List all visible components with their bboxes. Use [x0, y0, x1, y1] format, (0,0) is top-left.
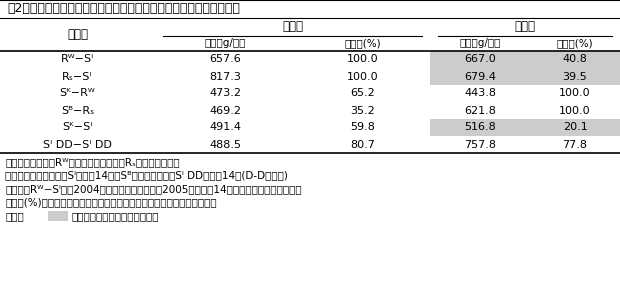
Text: 例えば「Rᵂ−Sᴵ」は2004年にムラサキマサリ、2005年に高系14号を作付けした区を示す。: 例えば「Rᵂ−Sᴵ」は2004年にムラサキマサリ、2005年に高系14号を作付け… — [5, 184, 301, 194]
Bar — [530, 51, 620, 68]
Text: Rᵂ−Sᴵ: Rᵂ−Sᴵ — [61, 54, 94, 64]
Text: 網掛け: 網掛け — [5, 211, 24, 221]
Text: 可販率(%): 可販率(%) — [344, 38, 381, 48]
Bar — [430, 68, 530, 85]
Text: Sᴷ−Rᵂ: Sᴷ−Rᵂ — [60, 88, 95, 98]
Text: 収量（g/株）: 収量（g/株） — [205, 38, 246, 48]
Text: 65.2: 65.2 — [350, 88, 375, 98]
Text: 443.8: 443.8 — [464, 88, 496, 98]
Text: Sᴷ−Sᴵ: Sᴷ−Sᴵ — [63, 123, 92, 133]
Text: 77.8: 77.8 — [562, 139, 588, 150]
Text: 657.6: 657.6 — [209, 54, 241, 64]
Text: 757.8: 757.8 — [464, 139, 496, 150]
Text: 20.1: 20.1 — [562, 123, 587, 133]
Text: 817.3: 817.3 — [209, 71, 241, 81]
Text: 35.2: 35.2 — [350, 106, 375, 116]
Text: 可販率(%): 可販率(%) — [557, 38, 593, 48]
Text: 100.0: 100.0 — [347, 71, 378, 81]
Text: 100.0: 100.0 — [559, 106, 591, 116]
Text: Sᴵ DD−Sᴵ DD: Sᴵ DD−Sᴵ DD — [43, 139, 112, 150]
Text: 抵抗性有色品種：Rᵂ；ムラサキマサリ、Rₛ；サニーレッド: 抵抗性有色品種：Rᵂ；ムラサキマサリ、Rₛ；サニーレッド — [5, 157, 180, 167]
Text: Sᴮ−Rₛ: Sᴮ−Rₛ — [61, 106, 94, 116]
Text: 516.8: 516.8 — [464, 123, 496, 133]
Text: 80.7: 80.7 — [350, 139, 375, 150]
Text: 667.0: 667.0 — [464, 54, 496, 64]
Bar — [430, 51, 530, 68]
Text: 491.4: 491.4 — [209, 123, 241, 133]
Text: 621.8: 621.8 — [464, 106, 496, 116]
Text: １年目: １年目 — [282, 20, 303, 33]
Bar — [48, 211, 68, 221]
Text: 100.0: 100.0 — [347, 54, 378, 64]
Text: 469.2: 469.2 — [209, 106, 241, 116]
Text: 可販率(%)：線虫による被害が見られないか、または軽微なものの割合。: 可販率(%)：線虫による被害が見られないか、または軽微なものの割合。 — [5, 197, 216, 207]
Text: は比較して見やすくするため。: は比較して見やすくするため。 — [71, 211, 159, 221]
Bar — [530, 68, 620, 85]
Text: 679.4: 679.4 — [464, 71, 496, 81]
Text: 感受性の生食用品種：Sᴵ；高系14号、Sᴮ；ベニマサリ、Sᴵ DD；高系14号(D-D処理区): 感受性の生食用品種：Sᴵ；高系14号、Sᴮ；ベニマサリ、Sᴵ DD；高系14号(… — [5, 170, 288, 180]
Text: 39.5: 39.5 — [562, 71, 587, 81]
Bar — [530, 119, 620, 136]
Text: Rₛ−Sᴵ: Rₛ−Sᴵ — [62, 71, 93, 81]
Text: 表2　感受性－抵抗性カンショ交互作体系における収量および可販率: 表2 感受性－抵抗性カンショ交互作体系における収量および可販率 — [7, 3, 240, 16]
Text: 収量（g/株）: 収量（g/株） — [459, 38, 501, 48]
Text: 100.0: 100.0 — [559, 88, 591, 98]
Text: 473.2: 473.2 — [209, 88, 241, 98]
Bar — [430, 119, 530, 136]
Text: ２年目: ２年目 — [515, 20, 536, 33]
Text: 体　系: 体 系 — [67, 28, 88, 41]
Text: 40.8: 40.8 — [562, 54, 587, 64]
Text: 488.5: 488.5 — [209, 139, 241, 150]
Text: 59.8: 59.8 — [350, 123, 375, 133]
